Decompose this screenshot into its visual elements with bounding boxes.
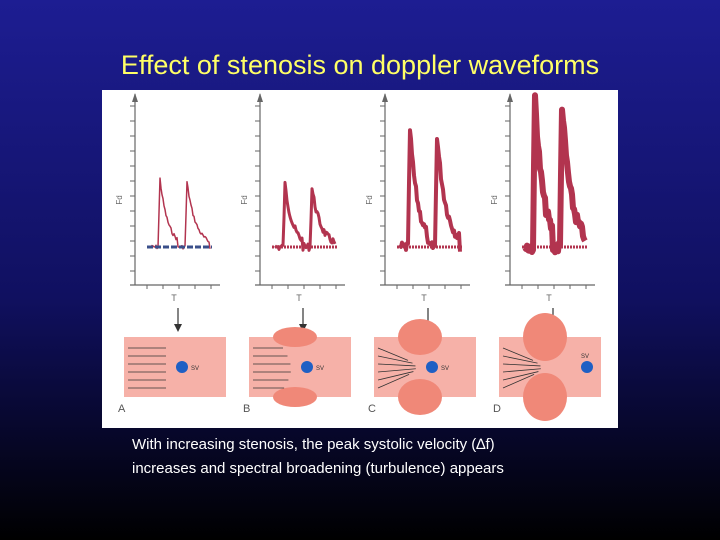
flow-line [502, 373, 535, 389]
flow-line [502, 368, 541, 373]
flow-line [377, 347, 409, 361]
axis-arrow [132, 93, 138, 102]
x-axis-label: T [421, 293, 427, 303]
axis-arrow [507, 93, 513, 102]
figure: Fd T SV A Fd T SV B Fd T SV C Fd T SV D [102, 90, 618, 428]
x-axis-label: T [171, 293, 177, 303]
flow-line [502, 355, 538, 364]
stenosis [273, 327, 317, 347]
stenosis [273, 387, 317, 407]
caption-line: With increasing stenosis, the peak systo… [132, 436, 495, 453]
flow-line [502, 363, 541, 367]
sample-label: SV [191, 366, 199, 372]
axis-arrow [257, 93, 263, 102]
sample-label: SV [441, 366, 449, 372]
sample-volume [581, 361, 593, 373]
flow-line [502, 371, 539, 381]
flow-line [377, 373, 410, 389]
flow-line [377, 355, 413, 364]
vessel [249, 337, 351, 397]
doppler-waveform [522, 92, 588, 256]
y-axis-label: Fd [115, 195, 124, 204]
y-axis-label: Fd [365, 195, 374, 204]
panel-label: D [493, 403, 501, 415]
axis-arrow [382, 93, 388, 102]
flow-arrowhead [174, 324, 182, 332]
sample-label: SV [316, 366, 324, 372]
sample-volume [176, 361, 188, 373]
caption-line: increases and spectral broadening (turbu… [132, 460, 504, 477]
x-axis-label: T [546, 293, 552, 303]
flow-line [377, 371, 414, 381]
stenosis [523, 373, 567, 421]
flow-line [377, 368, 416, 373]
vessel [124, 337, 226, 397]
sample-volume [301, 361, 313, 373]
stenosis [398, 379, 442, 415]
doppler-waveform [398, 128, 462, 252]
stenosis [398, 319, 442, 355]
stenosis [523, 313, 567, 361]
sample-label: SV [581, 354, 589, 360]
panel-label: C [368, 403, 376, 415]
panel-label: A [118, 403, 126, 415]
slide-title: Effect of stenosis on doppler waveforms [120, 50, 600, 80]
y-axis-label: Fd [490, 195, 499, 204]
x-axis-label: T [296, 293, 302, 303]
flow-line [377, 363, 416, 367]
panel-label: B [243, 403, 250, 415]
y-axis-label: Fd [240, 195, 249, 204]
sample-volume [426, 361, 438, 373]
flow-line [502, 347, 534, 361]
